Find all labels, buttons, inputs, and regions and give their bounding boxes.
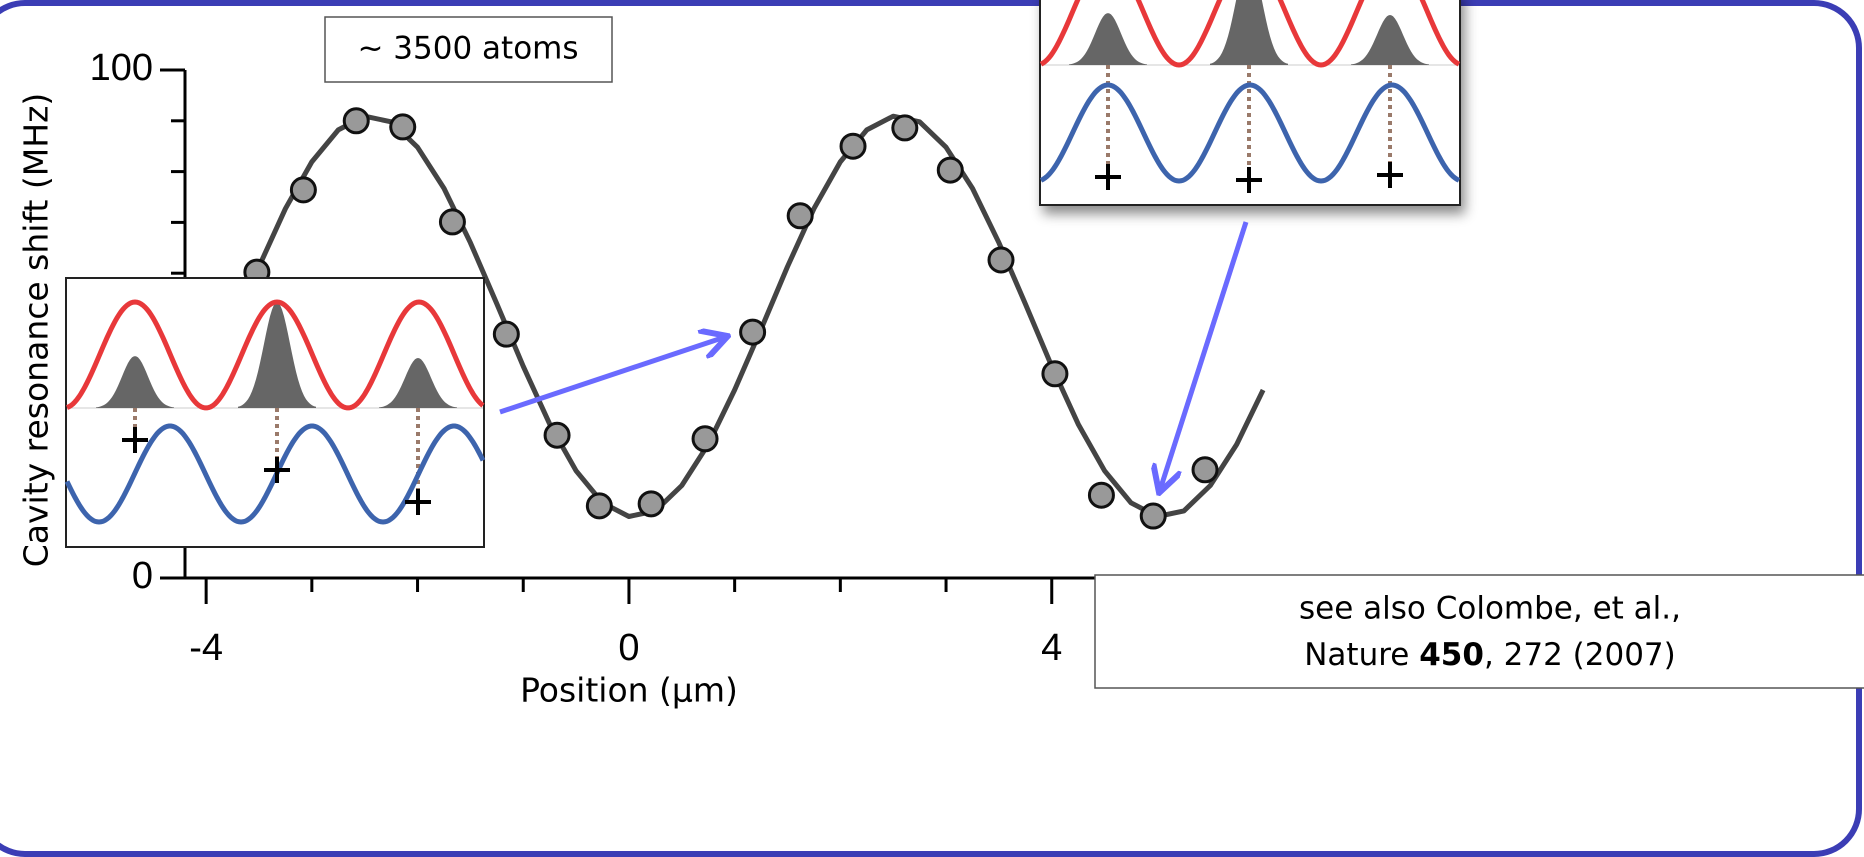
plus-sign	[1236, 167, 1262, 193]
data-point	[438, 208, 466, 236]
atom-density	[1069, 13, 1147, 65]
data-point	[786, 202, 814, 230]
data-point	[637, 490, 665, 518]
plus-sign	[264, 457, 290, 483]
atom-density	[1351, 15, 1429, 66]
x-tick-label: -4	[189, 627, 223, 669]
annotation-box	[324, 16, 613, 83]
data-point	[739, 318, 767, 346]
data-point	[1087, 481, 1115, 509]
plus-sign	[1095, 164, 1121, 190]
plus-sign	[1377, 162, 1403, 188]
data-point	[1191, 456, 1219, 484]
reference-journal: Nature	[1304, 637, 1419, 673]
data-point	[891, 114, 919, 142]
y-tick-label: 0	[132, 555, 153, 597]
blue-wave	[1039, 82, 1461, 184]
y-tick-label: 100	[90, 47, 153, 89]
data-point	[691, 425, 719, 453]
plus-sign	[122, 427, 148, 453]
data-point	[839, 132, 867, 160]
x-axis-title: Position (µm)	[520, 671, 738, 710]
atom-density	[1210, 0, 1288, 65]
data-point	[389, 113, 417, 141]
atom-density	[379, 358, 457, 408]
x-tick-label: 0	[618, 627, 639, 669]
reference-line: see also Colombe, et al.,	[1299, 591, 1681, 627]
data-point	[987, 246, 1015, 274]
x-tick-label: 4	[1041, 627, 1062, 669]
reference-box	[1094, 574, 1864, 689]
y-axis-title: Cavity resonance shift (MHz)	[17, 93, 56, 568]
data-point	[543, 421, 571, 449]
data-point	[342, 107, 370, 135]
data-point	[936, 156, 964, 184]
reference-line: Nature 450, 272 (2007)	[1304, 637, 1676, 673]
plus-sign	[405, 489, 431, 515]
data-point	[289, 176, 317, 204]
annotation: ~ 3500 atoms	[357, 31, 578, 67]
reference-rest: , 272 (2007)	[1484, 637, 1676, 673]
arrow	[499, 337, 725, 415]
atom-density	[238, 302, 316, 408]
data-point	[585, 492, 613, 520]
reference-volume: 450	[1419, 637, 1484, 673]
data-point	[1139, 502, 1167, 530]
data-point	[492, 320, 520, 348]
data-point	[1041, 360, 1069, 388]
atom-density	[96, 356, 174, 408]
arrow	[1160, 221, 1249, 490]
red-wave	[66, 299, 485, 411]
inset-drawings	[64, 0, 1461, 525]
